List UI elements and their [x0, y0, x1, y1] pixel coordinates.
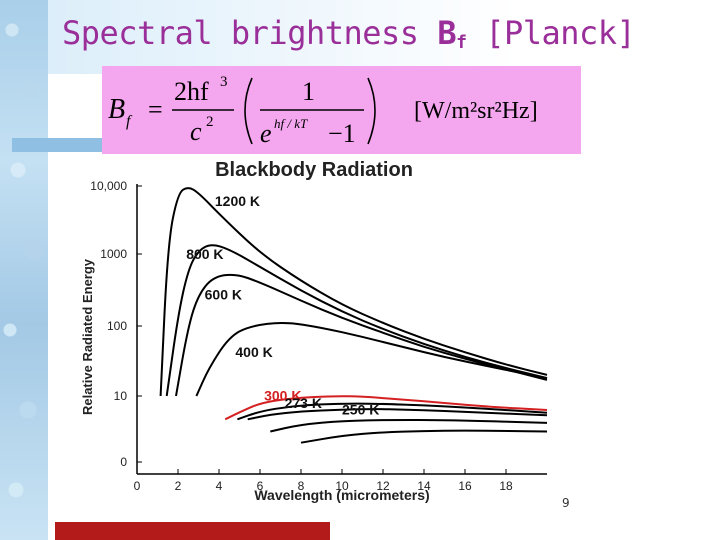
chart-y-axis-label: Relative Radiated Energy [80, 258, 95, 415]
x-tick-label: 12 [376, 479, 390, 493]
y-tick-label: 10,000 [90, 179, 127, 193]
planck-formula: B f = 2hf 3 c 2 1 e hf / kT −1 [W/m²sr²H… [102, 66, 581, 154]
formula-minus-one: −1 [328, 119, 356, 148]
series-label: 300 K [264, 387, 301, 403]
x-tick-label: 16 [458, 479, 472, 493]
x-tick-label: 8 [298, 479, 305, 493]
blackbody-chart: Blackbody Radiation Relative Radiated En… [62, 154, 550, 512]
y-tick-label: 0 [120, 455, 127, 469]
formula-equals: = [148, 95, 163, 124]
chart-x-axis-label: Wavelength (micrometers) [254, 487, 429, 503]
y-tick-label: 1000 [100, 247, 127, 261]
page-number: 9 [562, 496, 570, 510]
chart-ticks: 0 2 4 6 8 10 12 14 16 18 0 10 100 1000 10,000 [90, 179, 513, 493]
x-tick-label: 18 [499, 479, 513, 493]
title-bracket: [Planck] [466, 14, 636, 52]
series-line [195, 322, 548, 397]
x-tick-label: 14 [417, 479, 431, 493]
series-label: 273 K [285, 395, 322, 411]
y-tick-label: 100 [107, 319, 127, 333]
chart-curves [159, 187, 548, 444]
series-label: 400 K [235, 344, 272, 360]
formula-paren-right [367, 77, 376, 145]
formula-numerator-exp: 3 [220, 74, 228, 90]
series-label: 800 K [186, 246, 223, 262]
series-line [175, 273, 548, 397]
formula-units: [W/m²sr²Hz] [414, 98, 538, 124]
formula-inner-numerator: 1 [302, 77, 315, 106]
series-label: 250 K [342, 402, 379, 418]
x-tick-label: 4 [216, 479, 223, 493]
formula-exp-power: hf / kT [274, 116, 308, 131]
series-line [159, 187, 548, 397]
series-line [224, 395, 548, 421]
x-tick-label: 0 [134, 479, 141, 493]
formula-lhs-sub: f [126, 113, 133, 130]
decorative-footer-bar [55, 522, 330, 540]
series-line [270, 418, 548, 433]
series-label: 600 K [205, 286, 242, 302]
title-band [48, 0, 720, 74]
series-label: 1200 K [215, 193, 260, 209]
slide-title: Spectral brightness Bf [Planck] [62, 14, 636, 53]
series-line [165, 244, 548, 397]
y-tick-label: 10 [114, 389, 128, 403]
chart-title: Blackbody Radiation [215, 159, 413, 181]
formula-exp-base: e [260, 119, 272, 148]
series-line [237, 402, 548, 421]
x-tick-label: 6 [257, 479, 264, 493]
formula-paren-left [244, 77, 253, 145]
formula-denominator: c [190, 117, 202, 146]
formula-numerator: 2hf [174, 77, 209, 106]
x-tick-label: 10 [335, 479, 349, 493]
title-text: Spectral brightness [62, 14, 438, 52]
formula-lhs: B [108, 94, 125, 125]
x-tick-label: 2 [175, 479, 182, 493]
series-line [247, 408, 548, 421]
formula-denominator-exp: 2 [206, 114, 214, 130]
chart-svg: Blackbody Radiation Relative Radiated En… [80, 159, 548, 503]
formula-svg: B f = 2hf 3 c 2 1 e hf / kT −1 [W/m²sr²H… [108, 74, 538, 148]
decorative-accent-bar [12, 138, 107, 152]
decorative-sidebar [0, 0, 48, 540]
title-symbol: B [437, 14, 457, 52]
title-subscript: f [456, 32, 467, 53]
series-line [300, 429, 548, 444]
